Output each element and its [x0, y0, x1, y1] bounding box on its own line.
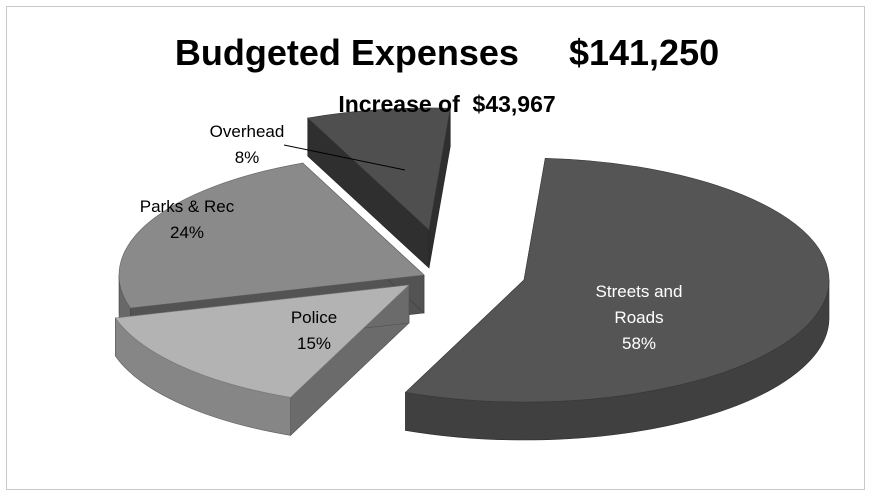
percent-label: 24%	[170, 223, 204, 242]
slice-labels: Streets and Roads 58% Police 15% Parks & Rec 2…	[140, 122, 683, 353]
chart-subtitle: Increase of $43,967	[338, 91, 555, 117]
slice-police	[114, 284, 410, 437]
chart-title: Budgeted Expenses $141,250	[175, 32, 719, 73]
pie-chart: Budgeted Expenses $141,250 Increase of $…	[114, 32, 830, 441]
slice-overhead	[307, 107, 451, 269]
percent-label: 8%	[235, 148, 260, 167]
category-label: Roads	[614, 308, 663, 327]
label-overhead: Overhead 8%	[210, 122, 285, 167]
category-label: Parks & Rec	[140, 197, 235, 216]
label-police: Police 15%	[291, 308, 337, 353]
slice-top	[307, 107, 451, 231]
slice-top	[118, 162, 425, 309]
percent-label: 58%	[622, 334, 656, 353]
chart-area: Budgeted Expenses $141,250 Increase of $…	[6, 6, 865, 490]
category-label: Police	[291, 308, 337, 327]
category-label: Overhead	[210, 122, 285, 141]
label-parks-rec: Parks & Rec 24%	[140, 197, 235, 242]
percent-label: 15%	[297, 334, 331, 353]
slice-top	[404, 157, 830, 403]
slice-streets-and-roads	[404, 157, 830, 441]
slice-top	[114, 284, 410, 398]
category-label: Streets and	[596, 282, 683, 301]
overhead-leader-line	[283, 144, 406, 171]
label-streets-and-roads: Streets and Roads 58%	[596, 282, 683, 353]
pie-slices	[114, 107, 830, 441]
